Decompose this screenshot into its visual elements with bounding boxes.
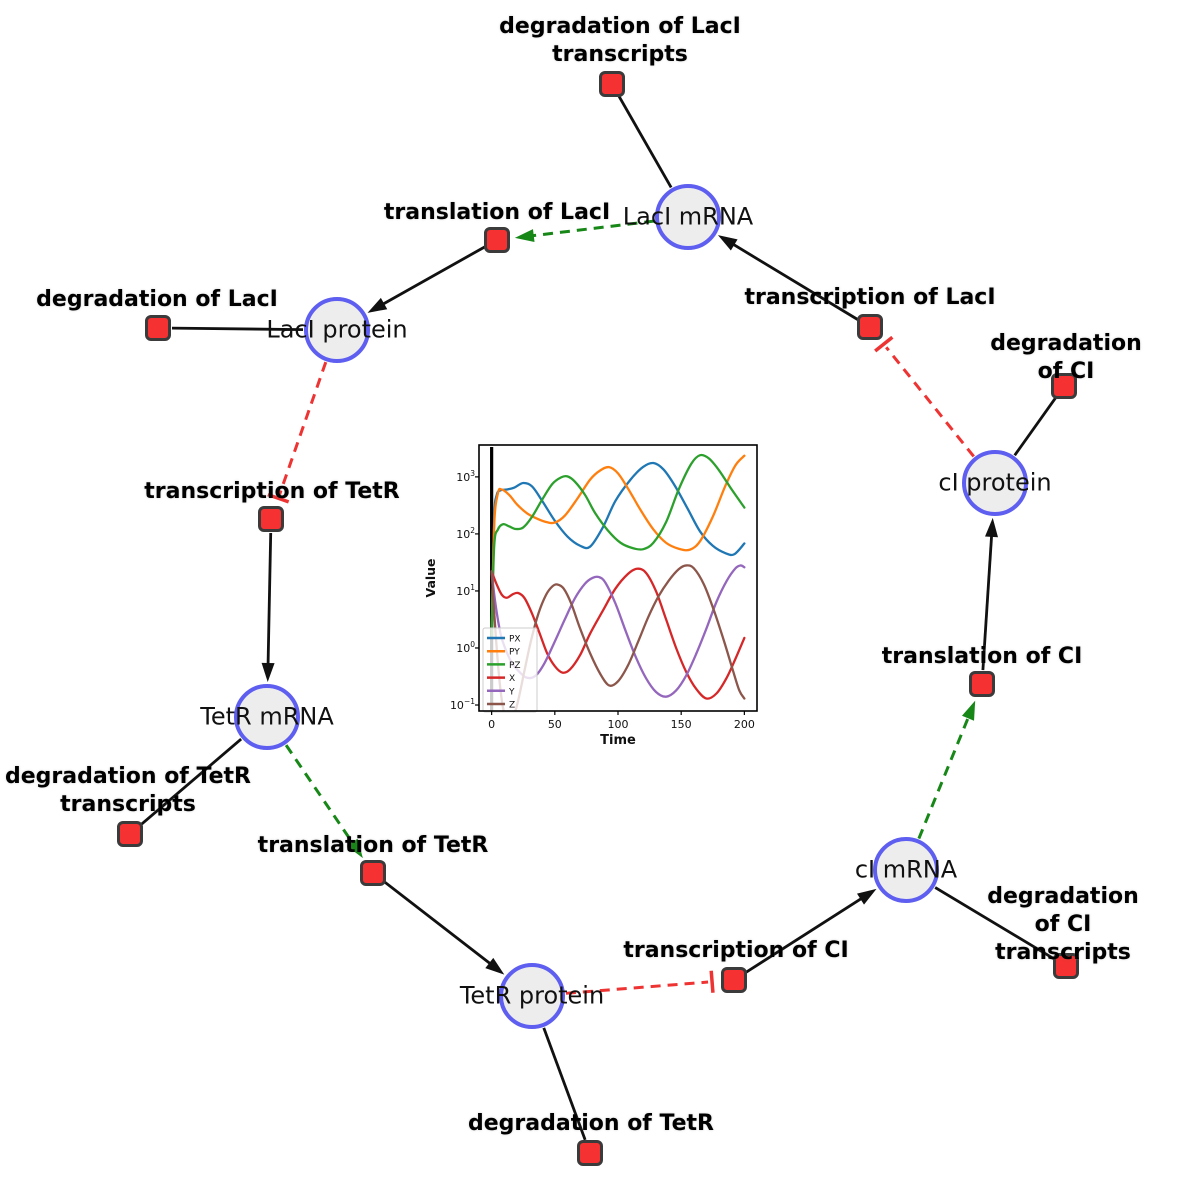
reaction-label-deg_ci_tx: degradation of CI transcripts <box>987 884 1139 965</box>
series-line-PZ <box>490 453 746 640</box>
series-line-PX <box>490 461 746 640</box>
species-label-laci_protein: LacI protein <box>266 315 408 344</box>
edge-product-txn_laci-to-laci_mrna <box>717 235 859 321</box>
legend-label-Y: Y <box>508 687 515 697</box>
legend-label-PX: PX <box>509 635 521 645</box>
reaction-label-deg_ci: degradation of CI <box>990 331 1142 384</box>
edge-reactant-ci_mrna-to-deg_ci_tx <box>934 886 1055 960</box>
reaction-node-deg_ci_tx <box>1053 953 1079 979</box>
reaction-node-deg_laci_tx <box>599 71 625 97</box>
species-node-laci_protein <box>304 297 370 363</box>
y-tick-label: 103 <box>456 469 475 484</box>
edge-inhibition-tetr_protein-to-txn_ci <box>565 970 715 995</box>
edge-inhibition-laci_protein-to-txn_tetr <box>267 361 328 504</box>
reaction-node-transl_laci <box>484 227 510 253</box>
reaction-node-deg_tetr_tx <box>117 821 143 847</box>
reaction-label-deg_laci_tx: degradation of LacI transcripts <box>499 14 741 67</box>
x-tick-label: 0 <box>488 718 495 731</box>
y-tick-label: 10−1 <box>450 697 475 712</box>
y-axis-label: Value <box>423 558 438 597</box>
modifier-arrowhead-icon <box>346 838 363 859</box>
inhibition-tbar-icon <box>874 335 894 353</box>
x-axis-label: Time <box>600 733 636 748</box>
legend-label-X: X <box>509 674 515 684</box>
inset-timeseries-chart: PX PY PZ XYZ 103 102 101 100 10−1 0 50 100 150 200 Tim… <box>423 444 758 748</box>
reaction-label-transl_tetr: translation of TetR <box>257 833 489 858</box>
edge-reactant-ci_protein-to-deg_ci <box>1013 396 1058 457</box>
inhibition-tbar-icon <box>267 492 290 504</box>
reaction-label-txn_ci: transcription of CI <box>623 938 849 963</box>
y-tick-label: 100 <box>456 640 475 655</box>
species-label-tetr_protein: TetR protein <box>459 981 605 1010</box>
edge-reactant-tetr_mrna-to-deg_tetr_tx <box>139 738 243 826</box>
reaction-node-transl_ci <box>969 671 995 697</box>
legend-label-PY: PY <box>509 648 520 658</box>
reaction-label-deg_tetr_tx: degradation of TetR transcripts <box>4 764 252 817</box>
edge-product-transl_laci-to-laci_protein <box>367 245 486 313</box>
chart-legend: PX PY PZ XYZ <box>482 627 538 713</box>
series-line-PY <box>490 454 746 640</box>
reaction-label-transl_laci: translation of LacI <box>383 200 611 225</box>
arrowhead-icon <box>485 957 505 975</box>
species-node-tetr_mrna <box>234 684 300 750</box>
species-node-tetr_protein <box>499 963 565 1029</box>
reaction-node-txn_ci <box>721 967 747 993</box>
series-line-X <box>490 567 746 700</box>
species-label-ci_mrna: cI mRNA <box>854 855 958 884</box>
arrowhead-icon <box>717 235 738 251</box>
modifier-arrowhead-icon <box>961 700 976 721</box>
edge-reactant-laci_mrna-to-deg_laci_tx <box>617 95 673 189</box>
reaction-label-txn_laci: transcription of LacI <box>744 285 996 310</box>
arrowhead-icon <box>261 662 275 683</box>
reaction-node-txn_laci <box>857 314 883 340</box>
species-label-ci_protein: cI protein <box>938 468 1052 497</box>
modifier-arrowhead-icon <box>514 229 535 243</box>
legend-label-PZ: PZ <box>509 661 521 671</box>
reaction-node-deg_tetr <box>577 1140 603 1166</box>
species-node-ci_protein <box>962 450 1028 516</box>
reaction-node-deg_ci <box>1051 373 1077 399</box>
edge-modifier-laci_mrna-to-transl_laci <box>514 219 655 243</box>
species-node-laci_mrna <box>655 184 721 250</box>
reaction-label-deg_laci: degradation of LacI <box>36 287 278 312</box>
species-label-laci_mrna: LacI mRNA <box>622 202 754 231</box>
x-tick-label: 150 <box>671 718 692 731</box>
reaction-node-transl_tetr <box>360 860 386 886</box>
reaction-node-deg_laci <box>145 315 171 341</box>
species-label-tetr_mrna: TetR mRNA <box>200 702 334 731</box>
edge-product-txn_ci-to-ci_mrna <box>745 888 877 974</box>
arrowhead-icon <box>367 297 388 313</box>
edge-product-transl_tetr-to-tetr_protein <box>383 880 505 975</box>
arrowhead-icon <box>985 517 999 538</box>
edge-modifier-ci_mrna-to-transl_ci <box>917 700 976 840</box>
edge-modifier-tetr_mrna-to-transl_tetr <box>284 744 363 859</box>
inhibition-tbar-icon <box>709 970 715 993</box>
arrowhead-icon <box>857 888 877 905</box>
x-tick-label: 50 <box>548 718 562 731</box>
y-tick-label: 102 <box>456 526 475 541</box>
edge-product-transl_ci-to-ci_protein <box>981 517 999 671</box>
edge-reactant-laci_protein-to-deg_laci <box>171 326 304 332</box>
edge-inhibition-ci_protein-to-txn_laci <box>874 335 975 458</box>
edge-reactant-tetr_protein-to-deg_tetr <box>542 1027 587 1141</box>
species-node-ci_mrna <box>873 837 939 903</box>
x-tick-label: 200 <box>734 718 755 731</box>
reaction-label-deg_tetr: degradation of TetR <box>467 1111 715 1136</box>
y-tick-label: 101 <box>456 583 475 598</box>
legend-label-Z: Z <box>509 701 515 711</box>
reaction-label-txn_tetr: transcription of TetR <box>144 479 400 504</box>
edge-product-txn_tetr-to-tetr_mrna <box>261 532 275 683</box>
x-tick-label: 100 <box>608 718 629 731</box>
reaction-node-txn_tetr <box>258 506 284 532</box>
reaction-label-transl_ci: translation of CI <box>881 644 1083 669</box>
